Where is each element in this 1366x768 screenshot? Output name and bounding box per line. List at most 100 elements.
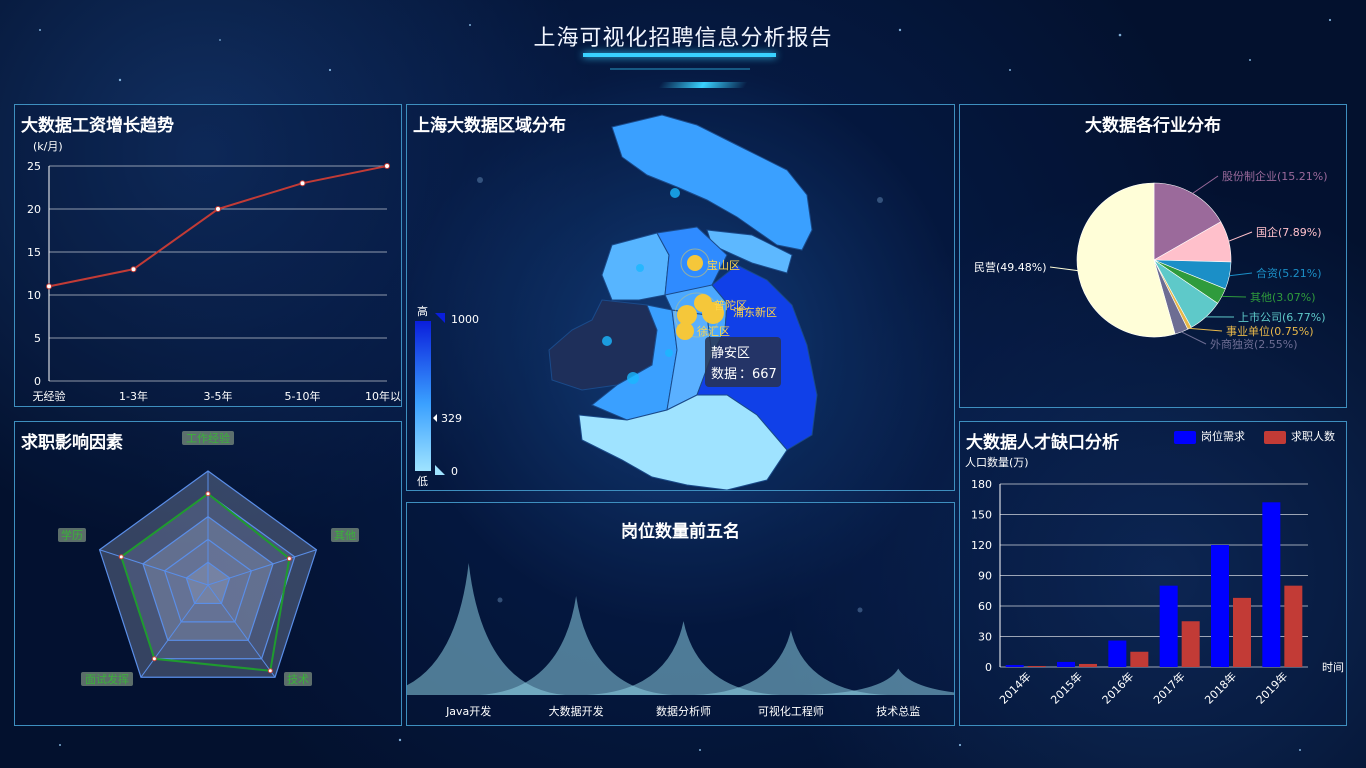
salary-x-tick: 5-10年 [285,389,321,403]
radar-label: 技术 [287,673,309,686]
radar-point [205,491,211,497]
radar-point [286,556,292,562]
salary-point [130,266,137,273]
gap-x-tick: 2017年 [1150,669,1187,706]
salary-x-tick: 10年以 [365,389,401,403]
salary-x-tick: 3-5年 [204,389,233,403]
pie-label-line [1049,266,1078,272]
top5-area-chart: Java开发 大数据开发 数据分析师 可视化工程师 技术总监 [407,563,954,718]
visual-map-mid: 329 [441,412,462,425]
map-region-chongming [611,114,813,251]
top5-category: Java开发 [445,704,491,718]
title-underline [583,53,776,57]
top5-spike [479,596,673,695]
radar-axis [99,549,209,586]
visual-map-max: 1000 [451,313,479,326]
radar-label-bg [81,672,133,686]
salary-point [46,283,52,290]
title-divider [610,68,750,70]
top5-panel: 岗位数量前五名 Java开发 大数据开发 数据分析师 可视化工程师 技术总监 [406,502,955,726]
radar-point [151,656,157,662]
gap-bar [1159,585,1178,667]
radar-label: 工作经验 [186,431,230,445]
shanghai-map[interactable]: 宝山区 普陀区 浦东新区 徐汇区 高 1000 329 0 低 静安区 数据 ：… [407,105,954,490]
salary-y-tick: 10 [27,289,41,302]
radar-label-bg [284,672,312,686]
pie-label-line [1229,272,1253,277]
map-tooltip-label: 数据 [711,367,737,382]
district-label: 宝山区 [707,258,740,272]
pie-slice [1076,182,1176,338]
gap-x-tick: 2016年 [1099,669,1136,706]
gap-x-axis-name: 时间 [1322,661,1344,674]
top5-spike [694,630,888,695]
visual-map-min: 0 [451,465,458,478]
district-label: 普陀区 [714,298,747,312]
salary-y-tick: 0 [34,375,41,388]
radar-label-bg [182,431,234,445]
map-tooltip-colon: ： [739,367,752,382]
industry-panel-title: 大数据各行业分布 [1085,116,1221,136]
title-decoration [658,82,748,88]
salary-y-tick: 5 [34,332,41,345]
top5-category: 技术总监 [876,704,920,718]
pie-label-line [1181,331,1207,345]
legend-applicants-swatch [1264,430,1286,444]
legend-demand-swatch [1174,430,1196,444]
legend-demand[interactable]: 岗位需求 [1174,428,1245,444]
gap-bar [1181,621,1200,667]
top5-category: 可视化工程师 [758,704,824,718]
radar-point [267,668,273,674]
pie-label: 上市公司(6.77%) [1238,310,1326,324]
gap-y-tick: 120 [971,539,992,552]
radar-label-bg [331,528,359,542]
pie-label: 其他(3.07%) [1250,291,1316,304]
map-scatter-point [636,264,644,272]
industry-pie-chart: 股份制企业(15.21%) 国企(7.89%) 合资(5.21%) 其他(3.07%)… [974,169,1328,351]
visual-map-high-label: 高 [417,304,428,318]
gap-bar [1027,665,1046,667]
legend-applicants[interactable]: 求职人数 [1264,428,1335,444]
legend-demand-label: 岗位需求 [1201,430,1245,443]
gap-x-tick: 2014年 [996,669,1033,706]
pie-label: 民营(49.48%) [974,260,1047,274]
gap-y-tick: 90 [978,570,992,583]
salary-y-unit: (k/月) [33,140,63,153]
factors-panel: 求职影响因素 工作经验 其他 技术 面试发挥 学历 [14,421,402,726]
pie-label-line [1189,327,1223,332]
map-panel-title: 上海大数据区域分布 [413,116,566,136]
pie-label: 合资(5.21%) [1256,266,1322,280]
map-region-fengxian [578,394,788,490]
salary-chart: (k/月) 0 5 10 15 20 25 无经验 1-3年 3-5年 5-10年 10年以 [27,140,401,403]
map-region-jiading [601,232,670,301]
gap-bar [1005,664,1024,667]
visual-map-bar[interactable] [415,321,431,471]
radar-axis [207,584,276,678]
map-highlight-point [676,322,694,340]
gap-bar [1130,651,1149,667]
radar-point [118,554,124,560]
map-scatter-point [665,349,673,357]
map-scatter-point [670,188,680,198]
gap-bar [1211,545,1229,667]
industry-panel: 大数据各行业分布 股份制企业(15.21%) 国企(7.89%) 合资(5.21%)… [959,104,1347,408]
top5-category: 大数据开发 [549,704,604,718]
gap-x-tick: 2015年 [1048,669,1085,706]
salary-y-tick: 20 [27,203,41,216]
salary-line [48,165,388,288]
radar-axis [140,584,209,678]
map-highlight-point [677,305,697,325]
salary-x-tick: 无经验 [33,389,66,403]
gap-y-tick: 60 [978,600,992,613]
map-tooltip-name: 静安区 [711,346,750,361]
salary-y-tick: 15 [27,246,41,259]
radar-label: 学历 [61,528,83,542]
pie-label: 股份制企业(15.21%) [1222,169,1328,183]
visual-map-low-label: 低 [417,475,428,488]
map-highlight-point [687,255,703,271]
map-scatter-point [627,372,639,384]
gap-y-tick: 150 [971,509,992,522]
gap-panel-title: 大数据人才缺口分析 [966,433,1119,453]
gap-bar [1057,661,1075,667]
